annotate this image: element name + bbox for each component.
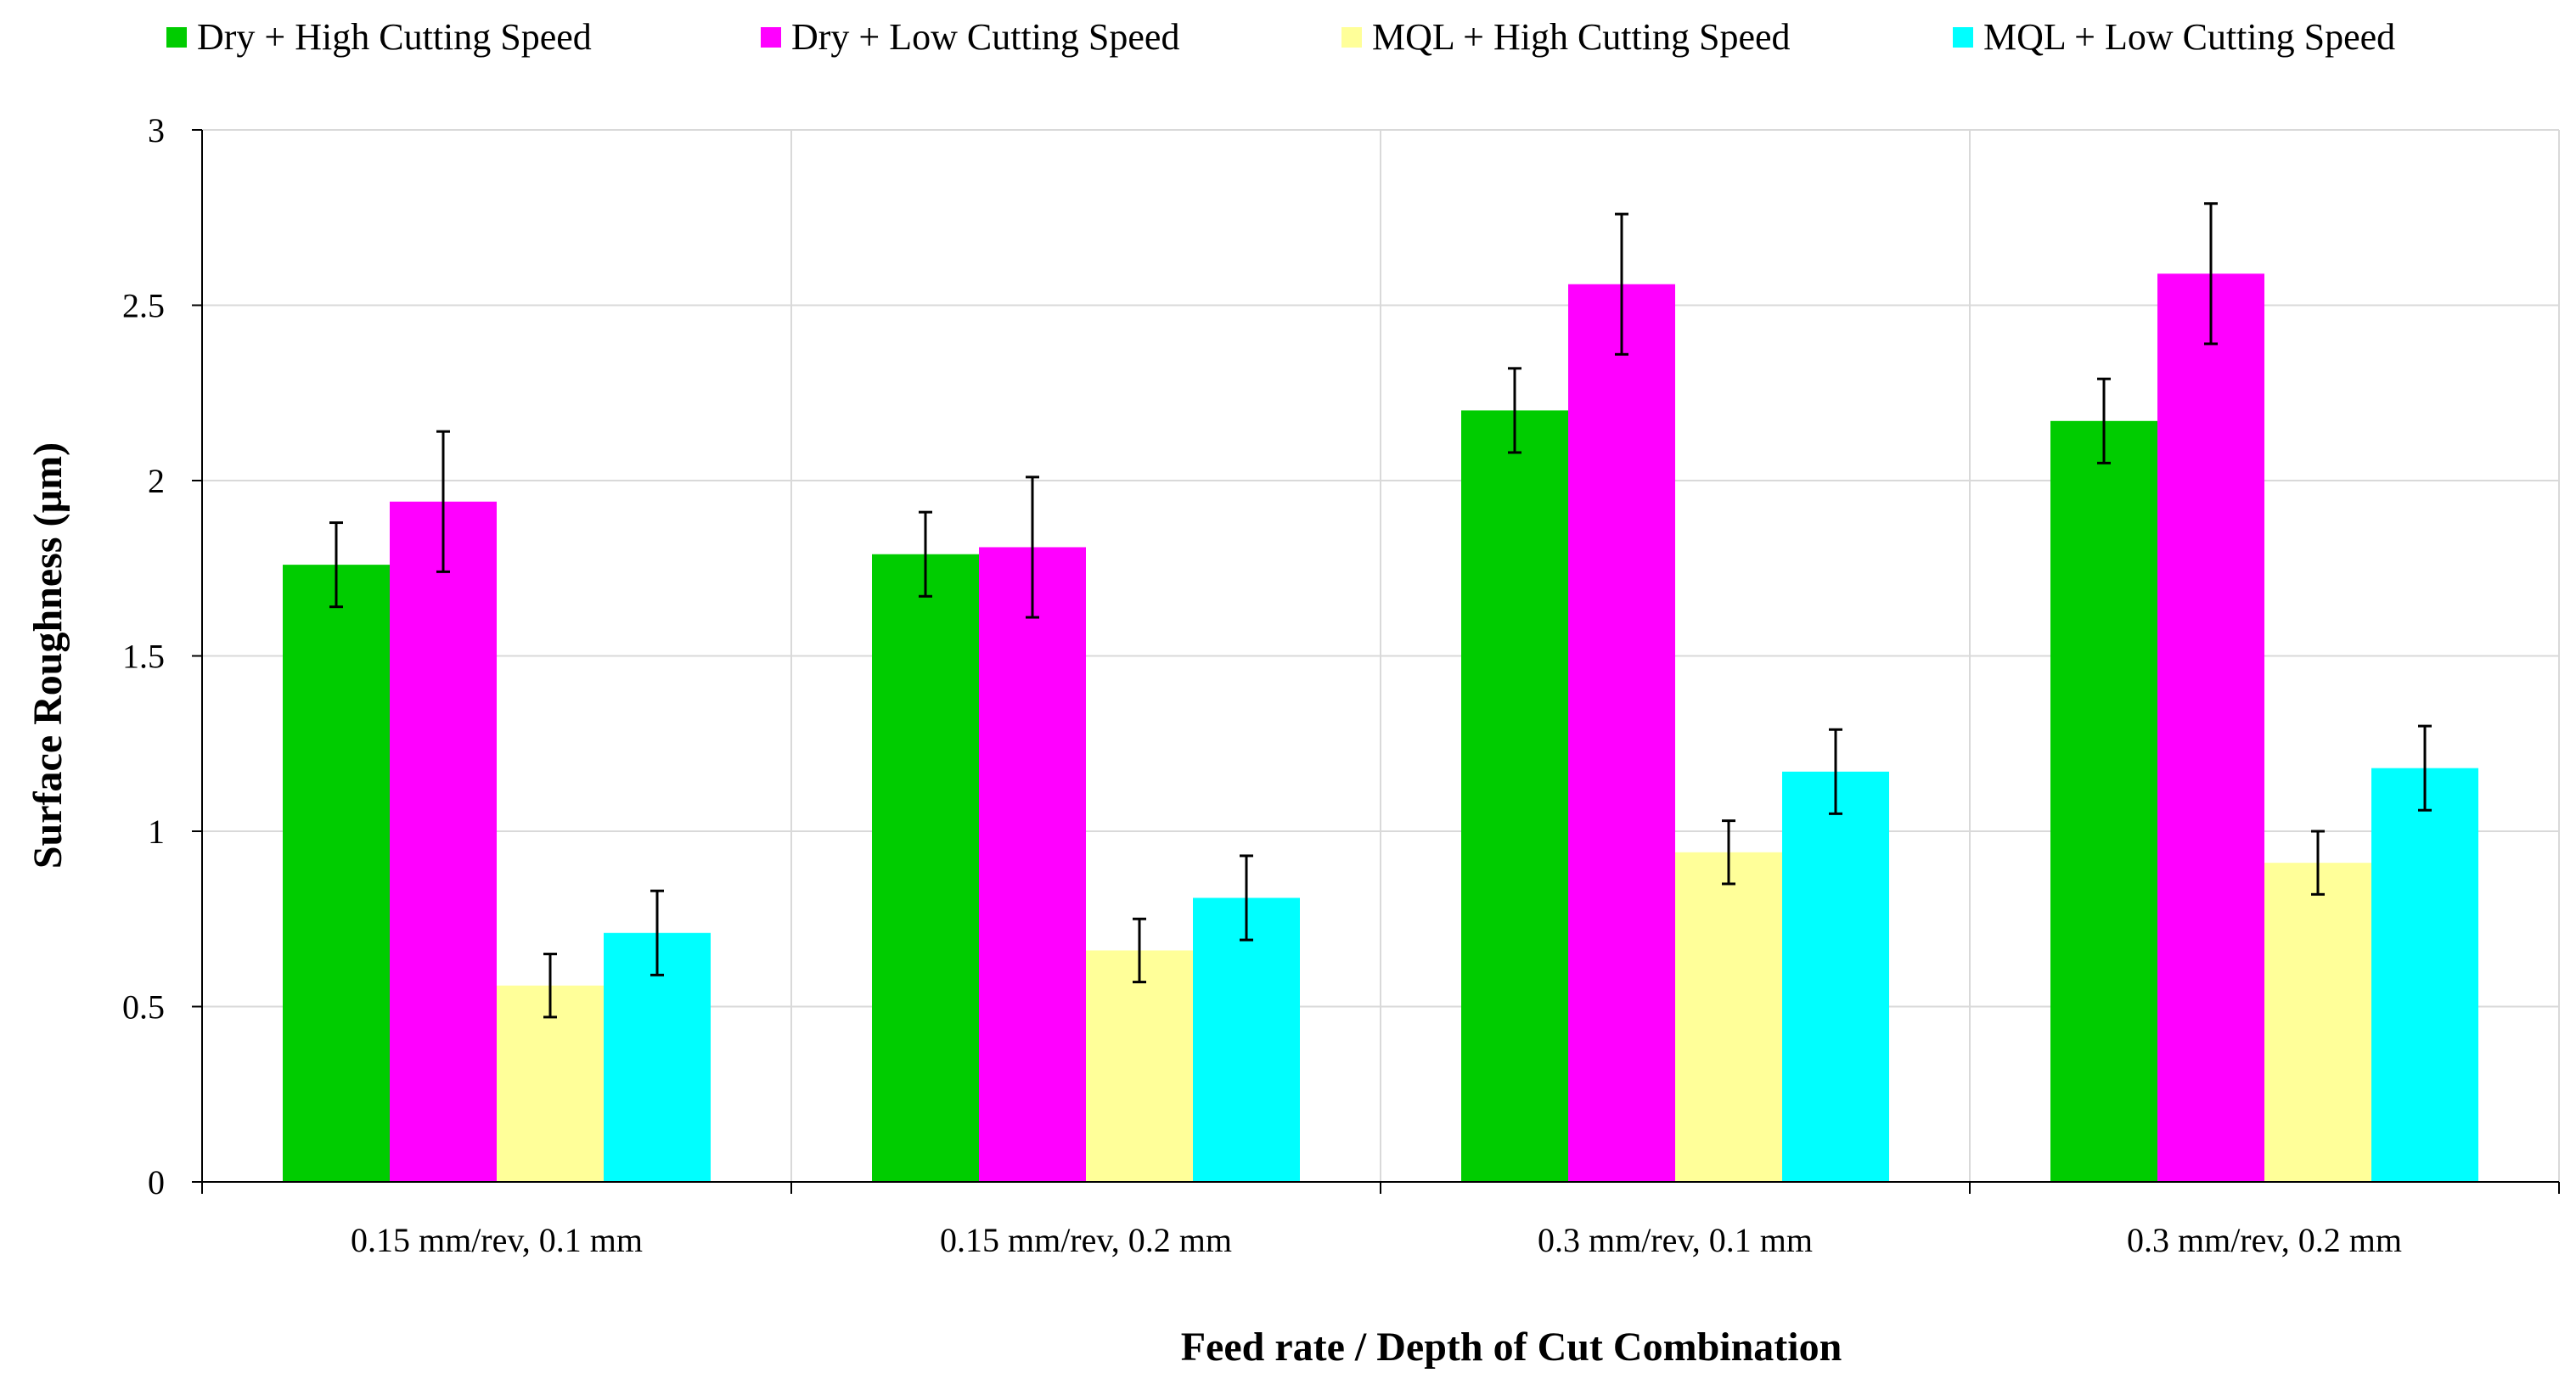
y-axis-title: Surface Roughness (µm) [25,442,70,869]
x-category-label: 0.15 mm/rev, 0.2 mm [940,1221,1232,1259]
x-category-label: 0.15 mm/rev, 0.1 mm [351,1221,643,1259]
bar [979,547,1086,1182]
bar [1568,284,1675,1183]
legend-label: MQL + Low Cutting Speed [1983,16,2395,58]
bar [2371,768,2478,1182]
legend-swatch [1953,27,1973,48]
bar [2050,420,2157,1182]
x-category-label: 0.3 mm/rev, 0.1 mm [1538,1221,1813,1259]
x-category-labels: 0.15 mm/rev, 0.1 mm 0.15 mm/rev, 0.2 mm 0.… [351,1221,2402,1259]
legend-swatch [761,27,781,48]
legend-label: MQL + High Cutting Speed [1372,16,1791,58]
x-axis-title: Feed rate / Depth of Cut Combination [1181,1325,1842,1370]
y-tick-label: 0.5 [122,988,165,1027]
y-tick-labels: 0 0.5 1 1.5 2 2.5 3 [122,111,165,1201]
y-tick-label: 3 [148,111,165,149]
legend: Dry + High Cutting Speed Dry + Low Cuttin… [166,16,2395,58]
bar [2264,863,2371,1182]
axes [192,129,2560,1194]
error-bars [329,202,2432,1019]
bar [872,554,979,1182]
bar [1782,771,1889,1182]
bar [1675,852,1782,1182]
x-category-label: 0.3 mm/rev, 0.2 mm [2127,1221,2402,1259]
legend-label: Dry + Low Cutting Speed [791,16,1179,58]
y-tick-label: 1.5 [122,638,165,676]
bar [1461,410,1568,1182]
y-tick-label: 0 [148,1163,165,1201]
legend-label: Dry + High Cutting Speed [197,16,592,58]
bar [283,565,390,1182]
bar [1193,897,1300,1182]
y-tick-label: 2 [148,462,165,500]
bar [1086,950,1193,1182]
y-tick-label: 2.5 [122,287,165,325]
bar [2157,273,2264,1183]
y-tick-label: 1 [148,813,165,851]
gridlines [202,129,2560,1182]
bars [283,273,2478,1183]
bar [390,501,497,1182]
legend-swatch [166,27,187,48]
legend-swatch [1341,27,1362,48]
